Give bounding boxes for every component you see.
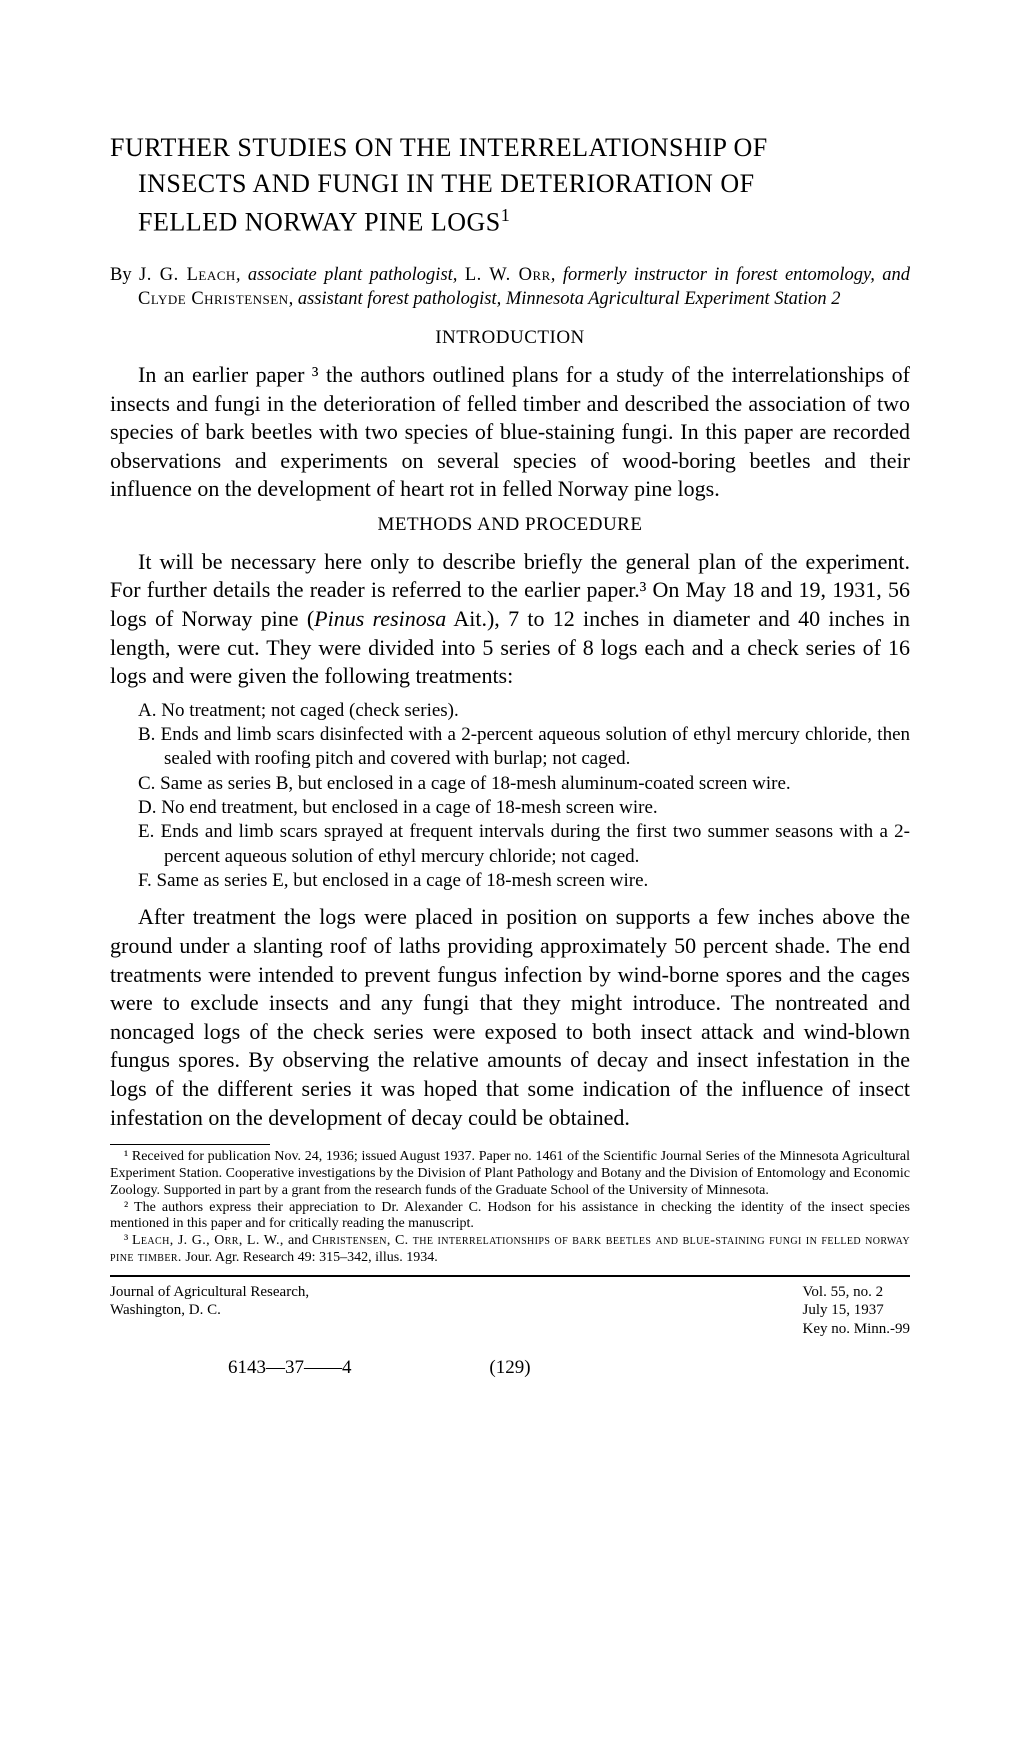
fn3-citation: Jour. Agr. Research 49: 315–342, illus. … (182, 1250, 438, 1265)
list-item: C. Same as series B, but enclosed in a c… (110, 772, 910, 796)
role-2: , formerly instructor in forest entomolo… (551, 265, 910, 285)
footnote-2: ² The authors express their appreciation… (110, 1200, 910, 1234)
issue-date: July 15, 1937 (803, 1301, 911, 1320)
intro-paragraph: In an earlier paper ³ the authors outlin… (110, 361, 910, 504)
author-3: Clyde Christensen (138, 289, 289, 309)
author-1: J. G. Leach (139, 265, 236, 285)
fn3-author3: Christensen, C. (312, 1233, 409, 1248)
role-1: , associate plant pathologist, (236, 265, 465, 285)
byline-prefix: By (110, 265, 139, 285)
section-heading-methods: METHODS AND PROCEDURE (110, 514, 910, 536)
title-line-3-text: FELLED NORWAY PINE LOGS (138, 207, 501, 236)
fn3-and: and (288, 1233, 312, 1248)
byline: By J. G. Leach, associate plant patholog… (110, 263, 910, 311)
page-number: (129) (489, 1357, 530, 1379)
author-2: L. W. Orr (465, 265, 551, 285)
methods-paragraph-2: After treatment the logs were placed in … (110, 903, 910, 1132)
journal-name: Journal of Agricultural Research, (110, 1283, 309, 1302)
journal-place: Washington, D. C. (110, 1301, 309, 1320)
treatment-list: A. No treatment; not caged (check series… (110, 699, 910, 894)
volume-info: Vol. 55, no. 2 (803, 1283, 911, 1302)
list-item: F. Same as series E, but enclosed in a c… (110, 869, 910, 893)
byline-footnote-mark: 2 (827, 289, 841, 309)
page: FURTHER STUDIES ON THE INTERRELATIONSHIP… (0, 0, 1020, 1743)
list-item: E. Ends and limb scars sprayed at freque… (110, 820, 910, 869)
footer-left: Journal of Agricultural Research, Washin… (110, 1283, 309, 1339)
title-line-1: FURTHER STUDIES ON THE INTERRELATIONSHIP… (110, 130, 910, 166)
list-item: B. Ends and limb scars disinfected with … (110, 723, 910, 772)
methods-paragraph-1: It will be necessary here only to descri… (110, 548, 910, 691)
footer-rule (110, 1275, 910, 1277)
signature-mark: 6143—37——4 (228, 1357, 352, 1379)
list-item: A. No treatment; not caged (check series… (110, 699, 910, 723)
title-footnote-mark: 1 (501, 205, 511, 225)
fn3-authors: Leach, J. G., Orr, L. W., (132, 1233, 288, 1248)
footnote-3: ³ Leach, J. G., Orr, L. W., and Christen… (110, 1233, 910, 1267)
section-heading-intro: INTRODUCTION (110, 327, 910, 349)
footnote-rule (110, 1144, 270, 1145)
bottom-row: 6143—37——4 (129) (110, 1357, 910, 1379)
key-number: Key no. Minn.-99 (803, 1320, 911, 1339)
footer-right: Vol. 55, no. 2 July 15, 1937 Key no. Min… (803, 1283, 911, 1339)
footnote-1: ¹ Received for publication Nov. 24, 1936… (110, 1149, 910, 1199)
role-3: , assistant forest pathologist, Minnesot… (289, 289, 827, 309)
fn3-mark: ³ (124, 1233, 132, 1248)
title-line-2: INSECTS AND FUNGI IN THE DETERIORATION O… (110, 166, 910, 202)
title-line-3: FELLED NORWAY PINE LOGS1 (110, 203, 910, 241)
list-item: D. No end treatment, but enclosed in a c… (110, 796, 910, 820)
article-title: FURTHER STUDIES ON THE INTERRELATIONSHIP… (110, 130, 910, 241)
footer-row: Journal of Agricultural Research, Washin… (110, 1283, 910, 1339)
methods-p1-latin: Pinus resinosa (314, 606, 446, 631)
